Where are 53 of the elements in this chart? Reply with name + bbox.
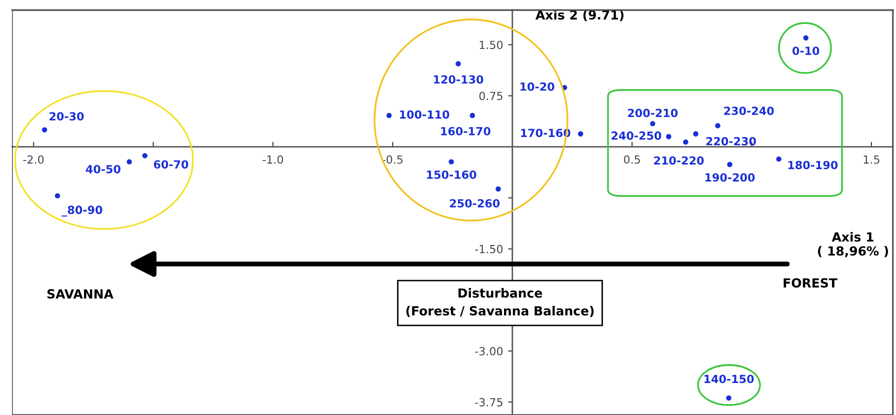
y-tick-label: 0.75 (479, 92, 502, 100)
x-tick-label: -0.5 (382, 155, 403, 164)
data-label: 20-30 (50, 112, 84, 121)
x-tick-label: 1.5 (864, 155, 880, 164)
data-label: 0-10 (792, 46, 820, 56)
x-tick-label: 0.5 (624, 155, 640, 164)
data-label: 100-110 (400, 110, 450, 119)
point (683, 139, 688, 145)
x-axis-title: Axis 1 ( 18,96% ) (818, 232, 888, 258)
point (126, 159, 132, 164)
data-label: 200-210 (628, 108, 678, 118)
point (142, 153, 148, 158)
y-tick-label: 1.50 (480, 40, 503, 50)
data-label: 230-240 (724, 106, 774, 116)
point (456, 61, 461, 66)
point (448, 159, 454, 164)
point (776, 156, 782, 162)
point (54, 193, 60, 198)
data-label: 60-70 (154, 160, 188, 169)
data-label: 140-150 (704, 374, 754, 384)
point (715, 123, 720, 128)
data-label: 40-50 (86, 164, 120, 174)
point (650, 121, 656, 126)
data-label: 10-20 (520, 82, 554, 91)
annotation: SAVANNA (47, 289, 114, 299)
y-tick-label: -1.50 (475, 244, 503, 254)
data-label: _80-90 (62, 206, 102, 217)
data-label: 240-250 (612, 131, 662, 140)
data-label: 210-220 (654, 156, 704, 165)
data-label: 120-130 (434, 75, 484, 84)
x-tick-label: -2.0 (23, 155, 44, 164)
x-tick-label: -1.0 (262, 155, 284, 164)
data-label: 160-170 (441, 126, 490, 136)
point (727, 162, 732, 168)
point (693, 131, 698, 136)
annotation: Disturbance (Forest / Savanna Balance) (406, 288, 594, 317)
point (726, 395, 732, 401)
y-tick-label: -3.75 (475, 398, 502, 406)
annotation: FOREST (784, 278, 838, 288)
point (666, 134, 672, 140)
point (803, 35, 808, 41)
point (578, 131, 584, 136)
y-axis-title: Axis 2 (9.71) (535, 10, 624, 22)
data-label: 220-230 (706, 137, 756, 146)
point (496, 186, 501, 192)
point (386, 112, 392, 118)
point (42, 127, 48, 132)
point (470, 112, 475, 118)
y-tick-label: -3.00 (475, 346, 503, 356)
data-label: 150-160 (427, 170, 476, 179)
data-label: 190-200 (705, 173, 755, 182)
data-label: 250-260 (450, 199, 500, 208)
data-label: 180-190 (788, 160, 838, 170)
